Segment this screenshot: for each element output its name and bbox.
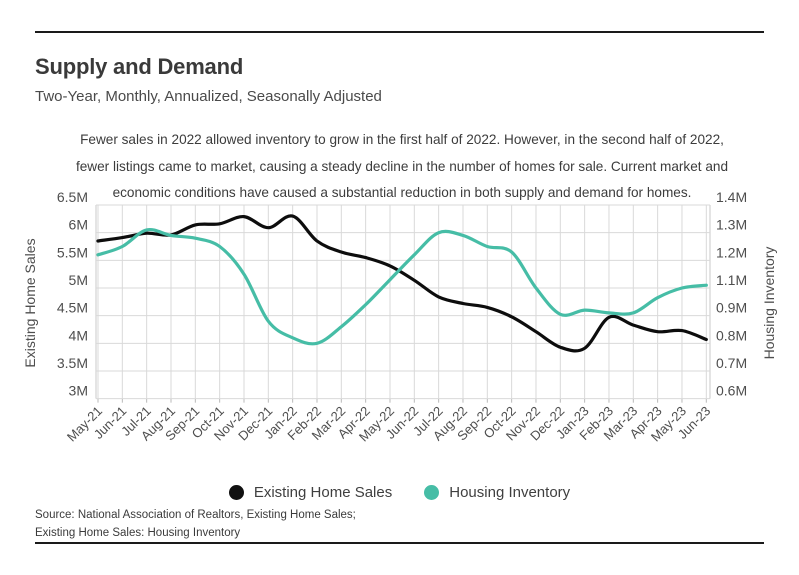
right-axis-tick-label: 1.2M	[716, 244, 747, 260]
right-axis-tick-label: 0.6M	[716, 383, 747, 399]
left-axis-tick-label: 5M	[69, 272, 88, 288]
right-axis-tick-label: 0.7M	[716, 355, 747, 371]
legend-dot-existing-home-sales-icon	[228, 484, 244, 500]
page-title: Supply and Demand	[35, 54, 244, 79]
legend-label-existing-home-sales: Existing Home Sales	[253, 483, 393, 501]
right-axis-tick-label: 0.8M	[716, 327, 747, 343]
page-subtitle: Two-Year, Monthly, Annualized, Seasonall…	[35, 88, 382, 105]
source-line-1: Source: National Association of Realtors…	[35, 509, 356, 521]
legend-dot-housing-inventory-icon	[424, 484, 440, 500]
existing-home-sales-line	[96, 214, 708, 353]
source-line-2: Existing Home Sales: Housing Inventory	[35, 527, 241, 539]
bottom-divider	[35, 542, 764, 544]
left-axis-tick-label: 4M	[69, 327, 88, 343]
housing-inventory-line	[96, 227, 708, 346]
right-axis-tick-label: 1.4M	[716, 189, 747, 205]
left-axis-tick-label: 5.5M	[57, 244, 88, 260]
legend-label-housing-inventory: Housing Inventory	[449, 483, 571, 501]
right-axis-title: Housing Inventory	[761, 246, 777, 360]
left-axis-tick-label: 6.5M	[57, 189, 88, 205]
left-axis-title: Existing Home Sales	[22, 238, 38, 368]
chart-legend: Existing Home Sales Housing Inventory	[0, 481, 799, 503]
chart-description: Fewer sales in 2022 allowed inventory to…	[75, 132, 729, 200]
left-axis-tick-label: 6M	[69, 217, 88, 233]
left-axis-tick-label: 3.5M	[57, 355, 88, 371]
legend-item-housing-inventory: Housing Inventory	[424, 484, 570, 501]
right-axis-tick-label: 1.3M	[716, 217, 747, 233]
left-axis-tick-label: 3M	[69, 383, 88, 399]
source-note: Source: National Association of Realtors…	[35, 506, 356, 542]
legend-item-existing-home-sales: Existing Home Sales	[228, 483, 393, 501]
right-axis-tick-label: 1.1M	[716, 272, 747, 288]
top-divider	[35, 31, 764, 33]
left-axis-tick-label: 4.5M	[57, 300, 88, 316]
right-axis-tick-label: 0.9M	[716, 300, 747, 316]
